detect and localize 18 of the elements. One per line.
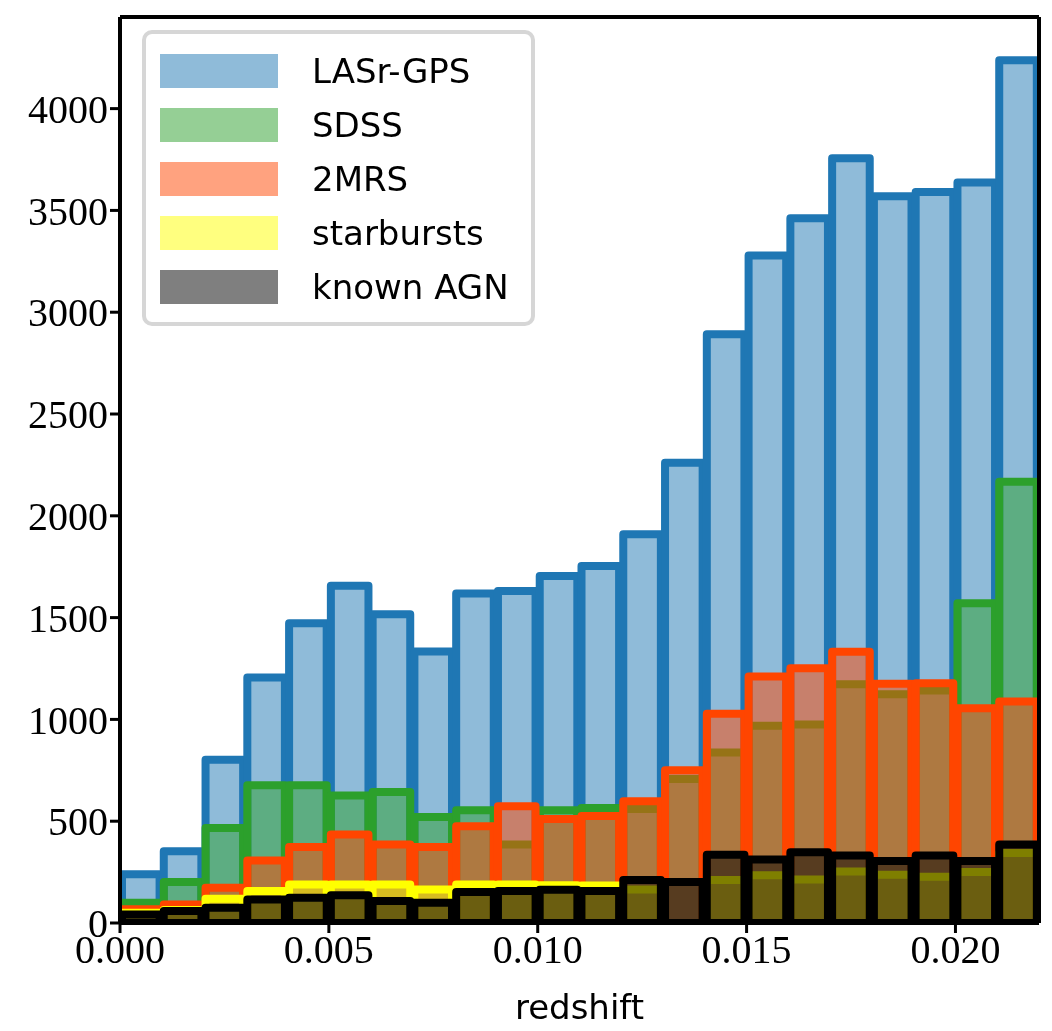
legend-label: LASr-GPS bbox=[312, 51, 471, 91]
x-tick-label: 0.005 bbox=[283, 927, 374, 973]
y-tick-label: 3500 bbox=[28, 188, 108, 234]
legend-label: starbursts bbox=[312, 213, 484, 253]
y-tick-label: 4000 bbox=[28, 86, 108, 132]
legend-label: known AGN bbox=[312, 267, 509, 307]
legend-label: 2MRS bbox=[312, 159, 409, 199]
y-tick-label: 1000 bbox=[28, 697, 108, 743]
x-tick-label: 0.020 bbox=[910, 927, 1001, 973]
x-tick-label: 0.015 bbox=[701, 927, 792, 973]
y-tick-label: 500 bbox=[48, 799, 108, 845]
y-tick-label: 2500 bbox=[28, 392, 108, 438]
y-tick-label: 3000 bbox=[28, 290, 108, 336]
y-tick-label: 1500 bbox=[28, 595, 108, 641]
x-axis-title: redshift bbox=[514, 987, 645, 1027]
legend-label: SDSS bbox=[312, 105, 403, 145]
x-tick-label: 0.010 bbox=[492, 927, 583, 973]
y-tick-label: 2000 bbox=[28, 494, 108, 540]
